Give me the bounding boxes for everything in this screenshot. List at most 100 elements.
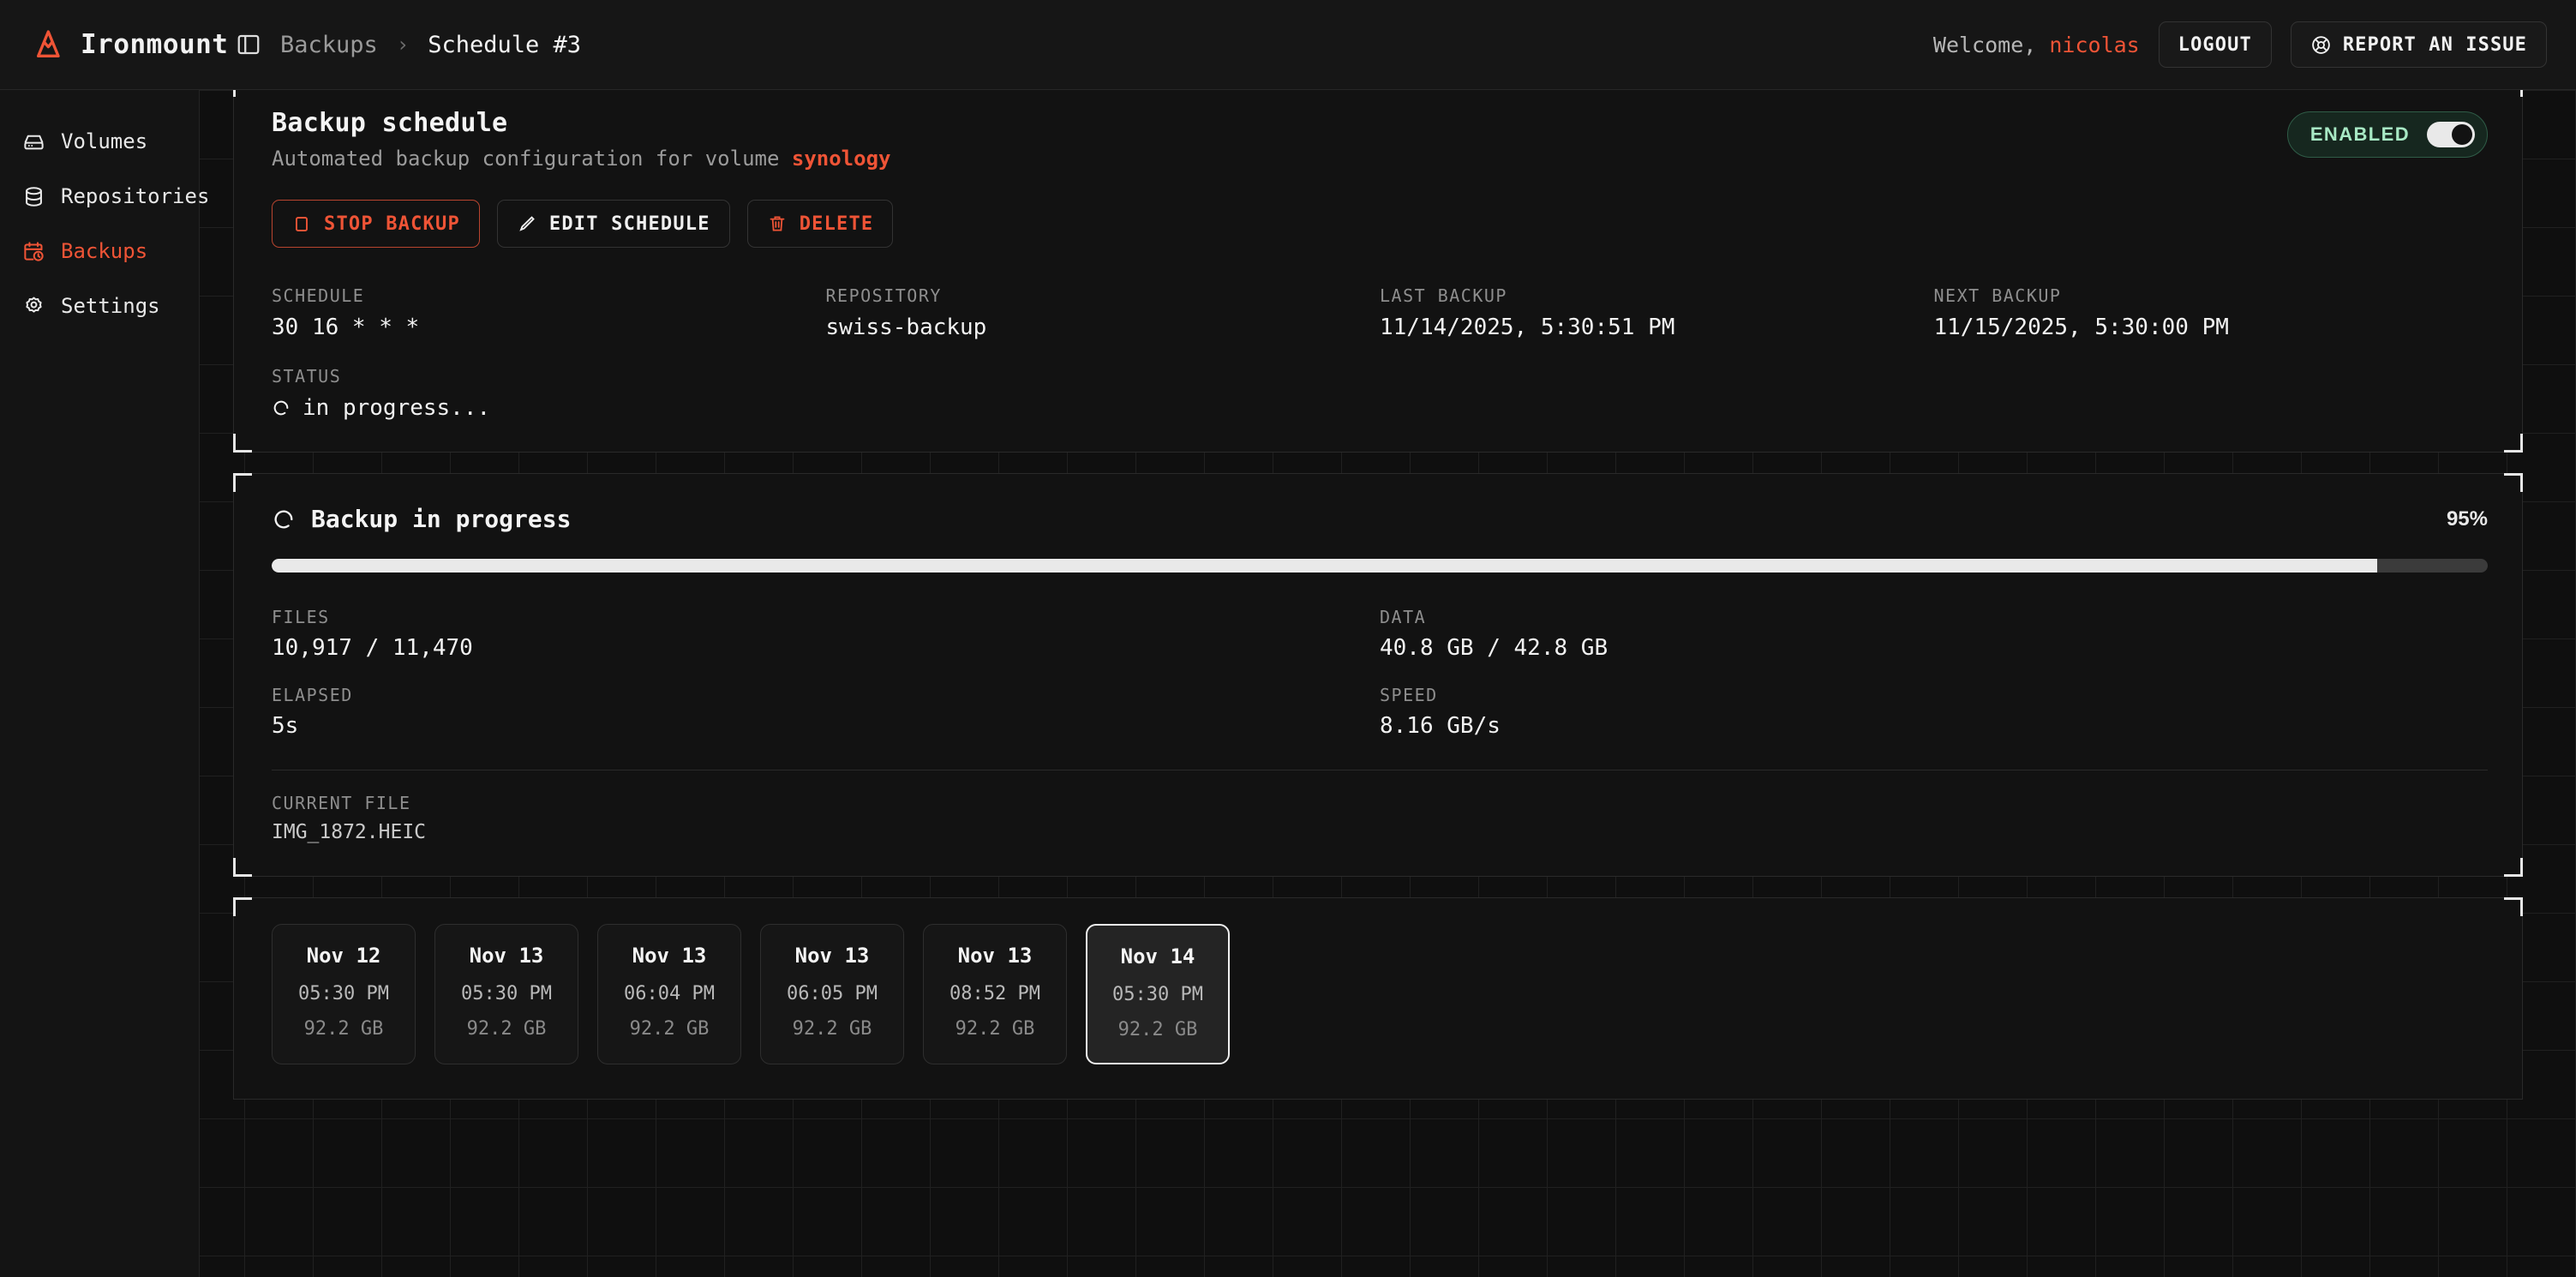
stat-value: 8.16 GB/s <box>1380 713 1501 739</box>
breadcrumb-parent[interactable]: Backups <box>280 31 378 58</box>
meta-schedule: SCHEDULE 30 16 * * * <box>272 285 826 340</box>
current-file-value: IMG_1872.HEIC <box>272 821 427 843</box>
snapshot-time: 05:30 PM <box>1112 984 1203 1005</box>
username: nicolas <box>2049 32 2140 57</box>
progress-title-block: Backup in progress <box>272 505 571 533</box>
sidebar-item-label: Repositories <box>61 184 210 208</box>
sidebar-item-repositories[interactable]: Repositories <box>0 169 209 224</box>
meta-repository: REPOSITORY swiss-backup <box>826 285 1381 340</box>
current-file-label: CURRENT FILE <box>272 793 411 813</box>
progress-stats-grid: FILES 10,917 / 11,470 DATA 40.8 GB / 42.… <box>272 607 2488 739</box>
snapshot-time: 08:52 PM <box>950 983 1040 1004</box>
list-item-selected[interactable]: Nov 14 05:30 PM 92.2 GB <box>1086 924 1230 1064</box>
sidebar-item-label: Backups <box>61 239 148 263</box>
meta-status: STATUS in progress... <box>272 366 826 421</box>
stat-label: SPEED <box>1380 685 1438 705</box>
volume-name: synology <box>791 147 891 171</box>
panel-toggle-icon[interactable] <box>236 32 261 57</box>
meta-label: LAST BACKUP <box>1380 285 1507 306</box>
sidebar-item-volumes[interactable]: Volumes <box>0 114 199 169</box>
top-bar-right: Welcome, nicolas LOGOUT REPORT AN ISSUE <box>1933 21 2576 68</box>
main-area: Backup schedule Automated backup configu… <box>200 90 2576 1277</box>
meta-label: STATUS <box>272 366 342 387</box>
stop-backup-button[interactable]: STOP BACKUP <box>272 200 480 248</box>
spinner-icon <box>272 507 296 531</box>
list-item[interactable]: Nov 13 08:52 PM 92.2 GB <box>923 924 1067 1064</box>
stop-square-icon <box>296 217 308 231</box>
stat-value: 5s <box>272 713 299 739</box>
progress-header: Backup in progress 95% <box>272 505 2488 533</box>
meta-next-backup: NEXT BACKUP 11/15/2025, 5:30:00 PM <box>1934 285 2489 340</box>
stat-data: DATA 40.8 GB / 42.8 GB <box>1380 607 2488 661</box>
hard-drive-icon <box>24 135 44 149</box>
progress-bar-fill <box>272 559 2377 573</box>
edit-schedule-label: EDIT SCHEDULE <box>548 213 710 235</box>
logout-label: LOGOUT <box>2178 33 2252 56</box>
snapshots-card: Nov 12 05:30 PM 92.2 GB Nov 13 05:30 PM … <box>233 897 2523 1100</box>
sidebar-item-label: Volumes <box>61 129 148 153</box>
toggle-track <box>2427 122 2475 147</box>
schedule-meta-grid: SCHEDULE 30 16 * * * REPOSITORY swiss-ba… <box>272 285 2488 421</box>
snapshot-size: 92.2 GB <box>792 1018 872 1040</box>
list-item[interactable]: Nov 13 06:05 PM 92.2 GB <box>760 924 904 1064</box>
content: Backup schedule Automated backup configu… <box>200 90 2576 1100</box>
edit-schedule-button[interactable]: EDIT SCHEDULE <box>496 200 730 248</box>
breadcrumb-separator-icon: › <box>396 33 410 57</box>
meta-label: NEXT BACKUP <box>1933 285 2062 306</box>
gear-icon <box>26 297 42 313</box>
report-issue-label: REPORT AN ISSUE <box>2342 33 2527 56</box>
schedule-heading-block: Backup schedule Automated backup configu… <box>272 108 890 171</box>
list-item[interactable]: Nov 13 06:04 PM 92.2 GB <box>597 924 741 1064</box>
status-badge: in progress... <box>272 395 826 421</box>
calendar-clock-icon <box>24 241 44 261</box>
snapshot-time: 06:04 PM <box>624 983 715 1004</box>
progress-percent: 95% <box>2446 507 2488 531</box>
progress-bar-track <box>272 559 2488 573</box>
list-item[interactable]: Nov 12 05:30 PM 92.2 GB <box>272 924 416 1064</box>
brand[interactable]: Ironmount <box>0 0 228 90</box>
snapshot-list: Nov 12 05:30 PM 92.2 GB Nov 13 05:30 PM … <box>272 924 2488 1064</box>
stat-label: FILES <box>272 607 330 627</box>
snapshot-size: 92.2 GB <box>955 1018 1035 1040</box>
snapshot-date: Nov 13 <box>469 944 544 968</box>
status-value: in progress... <box>303 395 491 421</box>
schedule-actions: STOP BACKUP EDIT SCHEDULE DELETE <box>272 200 2488 248</box>
stat-speed: SPEED 8.16 GB/s <box>1380 685 2488 739</box>
page-title: Backup schedule <box>272 108 508 138</box>
trash-icon <box>770 216 785 231</box>
snapshot-size: 92.2 GB <box>629 1018 710 1040</box>
logout-button[interactable]: LOGOUT <box>2158 21 2272 68</box>
meta-value: 11/14/2025, 5:30:51 PM <box>1380 315 1675 340</box>
snapshot-size: 92.2 GB <box>466 1018 547 1040</box>
spinner-icon <box>273 400 289 416</box>
delete-button[interactable]: DELETE <box>746 200 894 248</box>
sidebar-item-backups[interactable]: Backups <box>0 224 199 279</box>
sidebar-item-label: Settings <box>61 294 160 318</box>
schedule-subtitle: Automated backup configuration for volum… <box>272 147 890 171</box>
brand-name: Ironmount <box>81 29 229 60</box>
stat-label: ELAPSED <box>272 685 353 705</box>
sidebar-item-settings[interactable]: Settings <box>0 279 199 333</box>
toggle-knob <box>2452 124 2472 145</box>
backup-schedule-card: Backup schedule Automated backup configu… <box>233 90 2523 453</box>
meta-label: REPOSITORY <box>825 285 942 306</box>
snapshot-date: Nov 13 <box>794 944 870 968</box>
meta-value: 30 16 * * * <box>272 315 420 340</box>
enabled-toggle[interactable]: ENABLED <box>2286 111 2488 158</box>
stat-label: DATA <box>1380 607 1427 627</box>
snapshot-size: 92.2 GB <box>303 1018 384 1040</box>
breadcrumb-current: Schedule #3 <box>428 31 582 58</box>
list-item[interactable]: Nov 13 05:30 PM 92.2 GB <box>434 924 578 1064</box>
delete-label: DELETE <box>799 213 874 235</box>
mountain-logo-icon <box>37 30 60 58</box>
snapshot-date: Nov 12 <box>306 944 381 968</box>
stop-backup-label: STOP BACKUP <box>324 213 460 235</box>
report-issue-button[interactable]: REPORT AN ISSUE <box>2290 21 2547 68</box>
meta-last-backup: LAST BACKUP 11/14/2025, 5:30:51 PM <box>1380 285 1934 340</box>
lifebuoy-icon <box>2312 35 2330 54</box>
current-file-block: CURRENT FILE IMG_1872.HEIC <box>272 793 2488 843</box>
breadcrumb: Backups › Schedule #3 <box>200 0 581 90</box>
meta-value: swiss-backup <box>825 315 987 340</box>
welcome-text: Welcome, nicolas <box>1933 33 2140 57</box>
meta-value: 11/15/2025, 5:30:00 PM <box>1933 315 2229 340</box>
